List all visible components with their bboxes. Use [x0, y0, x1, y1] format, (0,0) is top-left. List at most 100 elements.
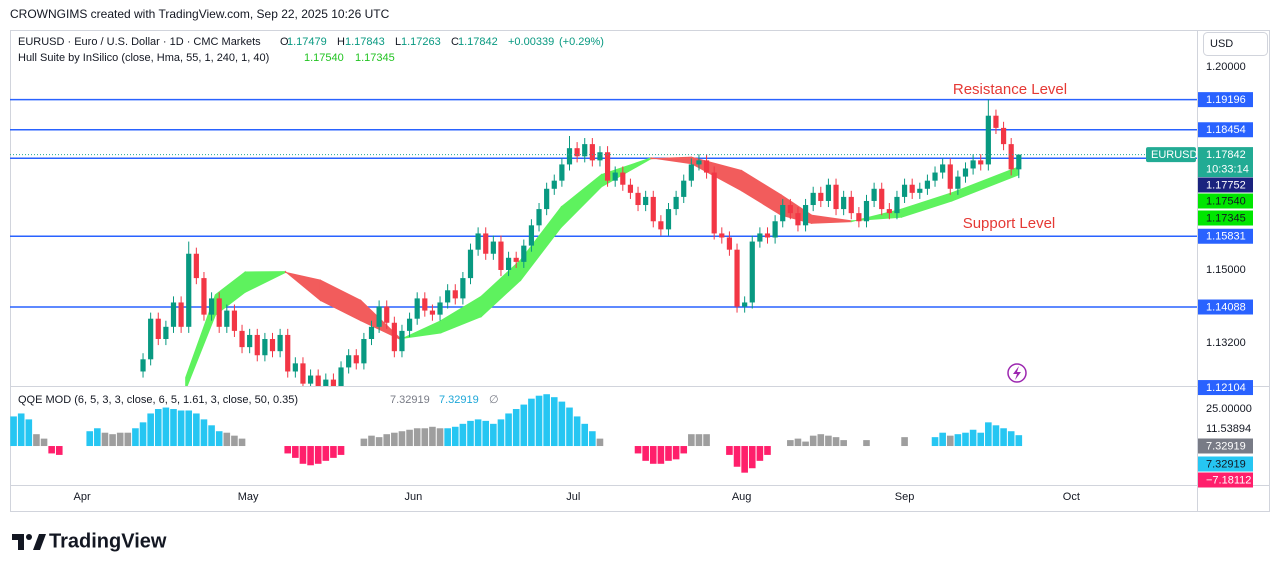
y2-tick-label: 25.00000 — [1206, 403, 1252, 415]
candle-body — [460, 278, 466, 299]
main-pane — [10, 98, 1197, 386]
level-label-bg — [1198, 177, 1253, 193]
qqe-bar — [383, 434, 391, 447]
qqe-bar — [748, 446, 756, 469]
ohlc-value: 1.17843 — [345, 36, 385, 48]
level-label: 1.15831 — [1206, 231, 1246, 243]
hull-legend: Hull Suite by InSilico (close, Hma, 55, … — [18, 52, 269, 64]
candle-body — [224, 310, 230, 327]
qqe-legend: QQE MOD (6, 5, 3, 3, close, 6, 5, 1.61, … — [18, 394, 298, 406]
candle-body — [208, 298, 215, 315]
candle-body — [795, 213, 801, 226]
y-tick-label: 1.13200 — [1206, 337, 1246, 349]
candle-body — [886, 209, 892, 214]
candle-body — [384, 306, 390, 323]
qqe-bar — [969, 429, 977, 447]
qqe-bar — [672, 446, 680, 460]
candle-body — [376, 306, 382, 327]
candle-body — [1016, 154, 1022, 170]
level-label-bg — [1198, 122, 1253, 138]
qqe-bar — [292, 446, 299, 458]
candle-body — [962, 168, 969, 177]
qqe-bar — [193, 413, 200, 447]
currency-box[interactable] — [1203, 32, 1268, 56]
qqe-bar — [946, 435, 954, 447]
candle-body — [688, 164, 694, 181]
candle-body — [300, 363, 306, 384]
logo-shape — [33, 534, 46, 550]
qqe-bar — [802, 441, 809, 447]
qqe-bar — [756, 446, 764, 461]
change: +0.00339 — [508, 36, 554, 48]
logo-shape — [26, 534, 32, 540]
hull-value: 1.17345 — [355, 52, 395, 64]
candle-body — [932, 172, 938, 181]
candle-body — [742, 302, 748, 307]
candle-body — [292, 363, 298, 372]
candle-body — [513, 257, 519, 262]
candle-body — [818, 192, 824, 201]
qqe-bar — [467, 420, 474, 447]
ohlc-key: H — [337, 36, 345, 48]
qqe-bar — [398, 431, 406, 447]
qqe-bar — [116, 432, 124, 447]
candle-body — [841, 196, 847, 210]
candle-body — [940, 164, 946, 173]
qqe-bar — [535, 395, 543, 447]
qqe-na: ∅ — [489, 394, 499, 406]
symbol-badge: EURUSD — [1151, 149, 1198, 161]
qqe-bar — [566, 407, 573, 447]
qqe-bar — [794, 438, 802, 447]
level-label: 1.19196 — [1206, 94, 1246, 106]
qqe-bar — [101, 432, 109, 447]
qqe-bar — [40, 438, 48, 447]
qqe-bar — [977, 432, 985, 447]
candle-body — [582, 144, 588, 157]
qqe-bar — [436, 428, 444, 447]
candle-body — [559, 164, 565, 181]
candle-body — [574, 148, 580, 157]
candle-body — [917, 188, 923, 193]
hull-value: 1.17540 — [304, 52, 344, 64]
candle-body — [148, 318, 154, 360]
candle-body — [970, 160, 976, 169]
qqe-bar — [665, 446, 672, 461]
level-label: 1.12104 — [1206, 382, 1246, 394]
candle-body — [764, 233, 771, 238]
qqe-label-bg — [1198, 438, 1253, 454]
qqe-bar — [817, 434, 825, 447]
qqe-bar — [162, 407, 170, 447]
qqe-bar — [901, 437, 908, 447]
countdown: 10:33:14 — [1206, 164, 1249, 176]
qqe-bar — [33, 434, 40, 447]
candle-body — [186, 253, 192, 327]
qqe-bar — [596, 438, 604, 447]
qqe-bar — [429, 426, 436, 447]
candle-body — [978, 160, 984, 165]
alert-icon[interactable] — [1007, 363, 1027, 383]
qqe-bar — [132, 428, 139, 447]
candle-body — [780, 205, 786, 222]
hull-label: 1.17345 — [1206, 212, 1246, 224]
candle-body — [216, 298, 222, 327]
qqe-label-bg — [1198, 472, 1253, 488]
qqe-bar — [1000, 428, 1007, 447]
symbol-badge-bg — [1146, 147, 1196, 163]
candle-body — [772, 221, 778, 238]
qqe-bar — [543, 394, 550, 447]
candle-body — [901, 184, 908, 197]
candle-body — [437, 302, 443, 315]
qqe-bar — [314, 446, 322, 464]
candle-body — [757, 233, 763, 242]
qqe-label: −7.18112 — [1206, 474, 1251, 486]
qqe-bar — [505, 413, 512, 447]
qqe-bar — [223, 432, 231, 447]
hull-label: 1.17540 — [1206, 195, 1246, 207]
price-badge: 1.17842 — [1206, 149, 1246, 161]
qqe-bar — [307, 446, 314, 466]
candle-body — [924, 180, 931, 189]
qqe-bar — [284, 446, 292, 454]
candle-body — [604, 152, 611, 181]
qqe-bar — [231, 435, 238, 447]
qqe-bar — [931, 437, 939, 447]
